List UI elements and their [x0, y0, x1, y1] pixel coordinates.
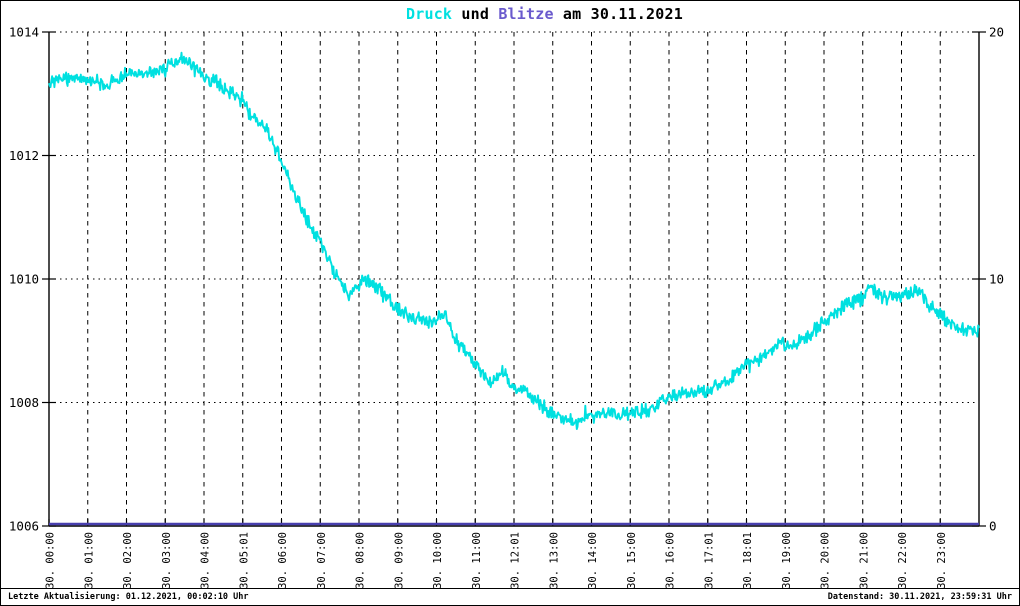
svg-text:0: 0: [989, 519, 997, 534]
title-druck: Druck: [406, 5, 453, 23]
svg-text:30. 22:00: 30. 22:00: [897, 532, 909, 589]
svg-text:30. 18:01: 30. 18:01: [742, 532, 754, 589]
svg-text:30. 06:00: 30. 06:00: [277, 532, 289, 589]
svg-text:30. 07:00: 30. 07:00: [316, 532, 328, 589]
svg-text:30. 10:00: 30. 10:00: [432, 532, 444, 589]
svg-text:30. 17:01: 30. 17:01: [703, 532, 715, 589]
status-bar: Letzte Aktualisierung: 01.12.2021, 00:02…: [1, 588, 1019, 605]
svg-text:30. 11:00: 30. 11:00: [471, 532, 483, 589]
svg-text:30. 23:00: 30. 23:00: [936, 532, 948, 589]
svg-text:30. 09:00: 30. 09:00: [393, 532, 405, 589]
svg-text:30. 20:00: 30. 20:00: [820, 532, 832, 589]
status-data-state: Datenstand: 30.11.2021, 23:59:31 Uhr: [827, 592, 1012, 602]
svg-text:30. 12:01: 30. 12:01: [510, 532, 522, 589]
svg-text:1010: 1010: [9, 272, 39, 287]
svg-text:30. 05:01: 30. 05:01: [238, 532, 250, 589]
svg-text:1008: 1008: [9, 395, 39, 410]
svg-text:30. 01:00: 30. 01:00: [83, 532, 95, 589]
svg-text:30. 13:00: 30. 13:00: [548, 532, 560, 589]
svg-text:30. 16:00: 30. 16:00: [665, 532, 677, 589]
title-date: am 30.11.2021: [553, 5, 683, 23]
title-blitze: Blitze: [498, 5, 554, 23]
svg-text:30. 21:00: 30. 21:00: [858, 532, 870, 589]
title-und: und: [452, 5, 499, 23]
status-last-update: Letzte Aktualisierung: 01.12.2021, 00:02…: [8, 592, 249, 602]
svg-text:30. 04:00: 30. 04:00: [200, 532, 212, 589]
svg-text:1014: 1014: [9, 25, 39, 40]
svg-text:30. 14:00: 30. 14:00: [587, 532, 599, 589]
svg-text:30. 03:00: 30. 03:00: [161, 532, 173, 589]
svg-text:30. 08:00: 30. 08:00: [355, 532, 367, 589]
svg-text:10: 10: [989, 272, 1004, 287]
svg-text:1012: 1012: [9, 148, 39, 163]
chart-canvas: 1006 1008 1010 1012 1014 0 10 20 30. 00:00 30. 01…: [9, 25, 1004, 589]
svg-text:1006: 1006: [9, 519, 39, 534]
chart-title: Druck und Blitze am 30.11.2021: [406, 5, 683, 23]
svg-text:30. 02:00: 30. 02:00: [122, 532, 134, 589]
svg-text:30. 15:00: 30. 15:00: [626, 532, 638, 589]
svg-text:20: 20: [989, 25, 1004, 40]
svg-text:30. 19:00: 30. 19:00: [781, 532, 793, 589]
svg-text:30. 00:00: 30. 00:00: [45, 532, 57, 589]
